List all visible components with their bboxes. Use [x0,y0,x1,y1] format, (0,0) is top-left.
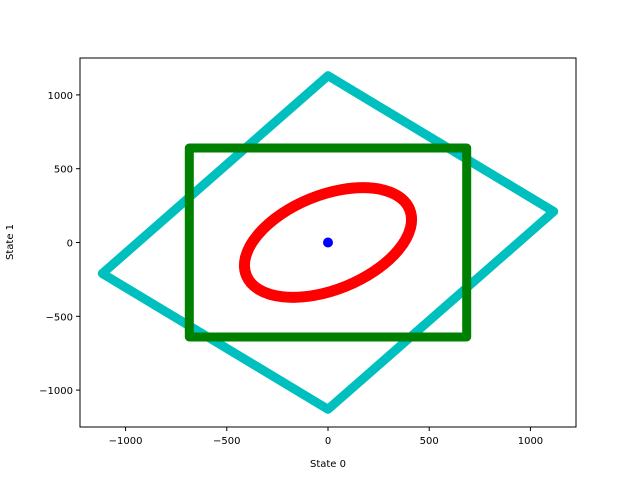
cyan-diamond-series [97,71,559,414]
x-tick-label: 0 [325,436,331,447]
x-tick-label: −500 [213,436,240,447]
y-tick-label: 0 [67,239,73,250]
blue-origin-point [323,237,333,248]
y-tick-label: 1000 [48,91,73,102]
plot-area [97,71,559,414]
x-tick-label: 1000 [518,436,543,447]
green-rectangle-series [184,143,472,342]
y-axis-label: State 1 [5,224,16,260]
x-tick-label: 500 [420,436,439,447]
red-ellipse-series [238,182,418,303]
y-tick-label: 500 [54,165,73,176]
x-tick-label: −1000 [109,436,143,447]
x-axis-ticks: −1000 −500 0 500 1000 [109,427,543,447]
y-axis-ticks: −1000 −500 0 500 1000 [39,91,80,397]
x-axis-label: State 0 [310,459,346,470]
y-tick-label: −500 [46,312,73,323]
y-tick-label: −1000 [39,386,73,397]
